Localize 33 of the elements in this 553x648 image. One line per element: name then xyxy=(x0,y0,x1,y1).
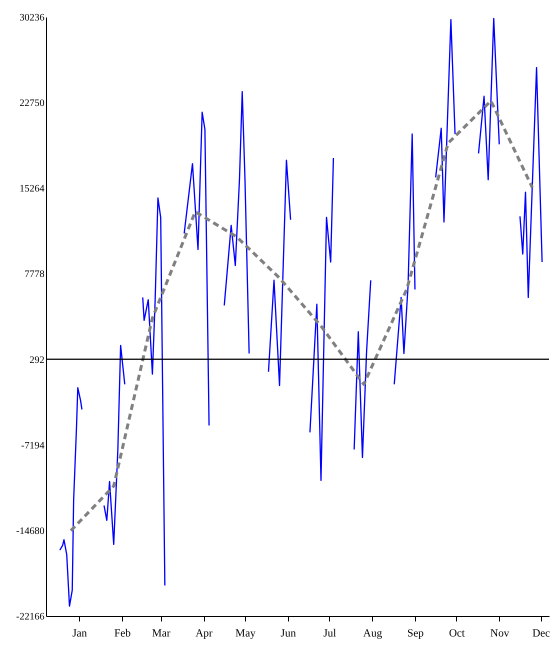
x-tick-label: Oct xyxy=(448,628,465,640)
line-series xyxy=(224,91,250,354)
y-tick-label: 30236 xyxy=(20,12,44,24)
line-series xyxy=(478,18,500,180)
x-tick-label: Jan xyxy=(72,628,88,640)
y-tick-label: 15264 xyxy=(20,184,44,195)
x-tick-label: Sep xyxy=(407,628,424,640)
line-series xyxy=(309,157,334,482)
line-series xyxy=(519,67,543,298)
x-tick-label: Jul xyxy=(323,628,336,640)
line-series xyxy=(103,344,126,546)
line-series xyxy=(142,197,166,586)
line-series xyxy=(268,160,292,386)
x-tick-label: Dec xyxy=(532,628,550,640)
x-tick-label: Apr xyxy=(195,628,213,640)
y-tick-label: 22750 xyxy=(20,98,44,110)
x-tick-label: Jun xyxy=(280,628,296,640)
line-series xyxy=(184,112,210,426)
y-tick-label: -22166 xyxy=(16,612,44,622)
line-series xyxy=(69,99,534,532)
y-tick-label: -14680 xyxy=(16,526,44,537)
line-series xyxy=(354,280,372,458)
line-series xyxy=(394,133,416,385)
y-tick-label: -7194 xyxy=(21,440,44,452)
line-series xyxy=(59,387,83,607)
x-tick-label: Mar xyxy=(152,628,171,640)
line-series xyxy=(435,19,456,223)
x-tick-label: Feb xyxy=(114,628,132,640)
y-tick-label: 7778 xyxy=(24,269,44,280)
x-tick-label: May xyxy=(235,628,256,640)
x-tick-label: Nov xyxy=(490,628,510,640)
x-tick-label: Aug xyxy=(363,628,383,640)
y-tick-label: 292 xyxy=(30,354,44,366)
